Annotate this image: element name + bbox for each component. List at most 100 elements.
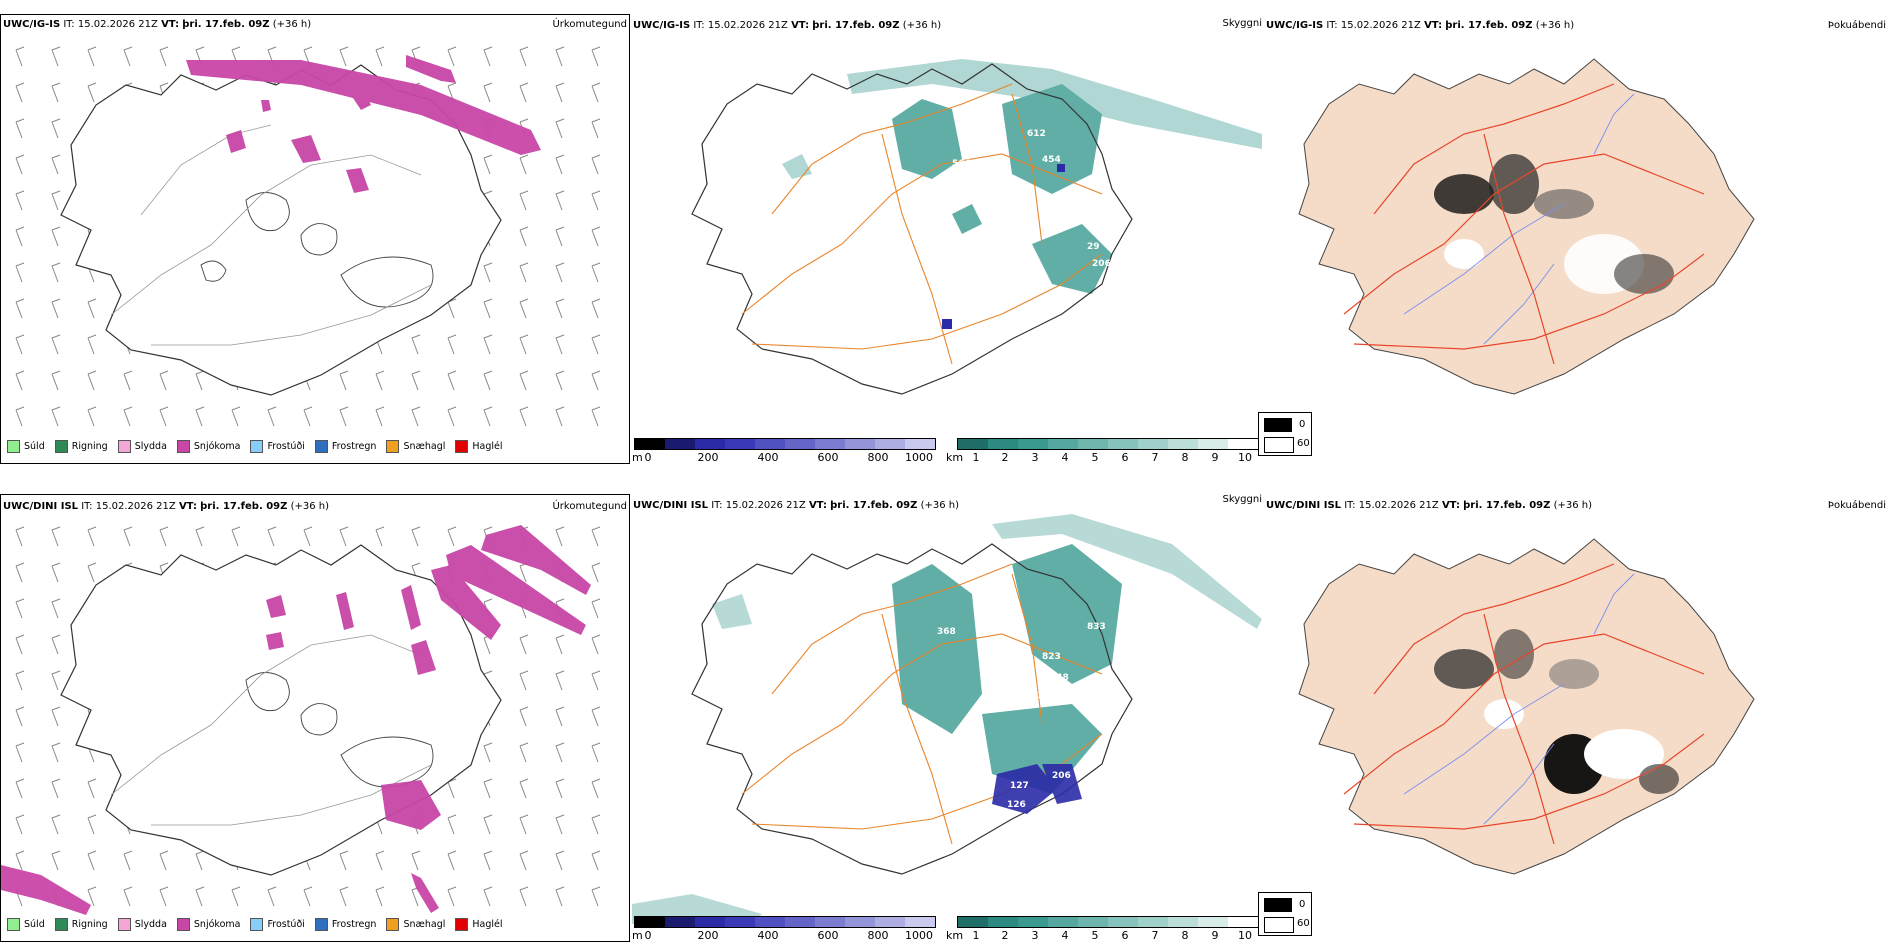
wind-barb: [51, 370, 61, 391]
vt-label: VT:: [1424, 20, 1443, 31]
wind-barb: [87, 406, 97, 427]
ceiling-colorbar: [634, 916, 936, 928]
fog-legend-black-label: 0: [1299, 899, 1306, 910]
wind-barb: [483, 742, 493, 763]
wind-barb: [123, 526, 133, 547]
wind-barb: [51, 850, 61, 871]
vis-number: 368: [937, 627, 956, 637]
wind-barb: [51, 334, 61, 355]
wind-barb: [591, 634, 601, 655]
legend-item-suld: Súld: [7, 440, 45, 453]
model-name: UWC/IG-IS: [1266, 20, 1324, 31]
wind-barb: [519, 406, 529, 427]
wind-barb: [267, 406, 277, 427]
visibility-areas: [632, 514, 1262, 924]
wind-barb: [483, 298, 493, 319]
wind-barb: [87, 82, 97, 103]
vt-value: þri. 17.feb. 09Z: [1463, 500, 1551, 511]
fog-panel-2: UWC/DINI ISL IT: 15.02.2026 21Z VT: þri.…: [1258, 494, 1894, 942]
wind-barb: [591, 226, 601, 247]
wind-barb: [519, 82, 529, 103]
wind-barb: [87, 886, 97, 907]
wind-barb: [339, 850, 349, 871]
wind-barb: [555, 262, 565, 283]
wind-barb: [339, 526, 349, 547]
precip-legend: Súld Rigning Slydda Snjókoma Frostúði Fr…: [7, 918, 503, 931]
vt-value: þri. 17.feb. 09Z: [1445, 20, 1533, 31]
wind-barb: [159, 526, 169, 547]
visibility-areas: [782, 59, 1262, 294]
wind-barb: [591, 262, 601, 283]
rivers: [1403, 573, 1635, 825]
vt-label: VT:: [161, 19, 180, 30]
wind-barb: [447, 526, 457, 547]
wind-barb: [447, 850, 457, 871]
wind-barb: [51, 298, 61, 319]
vis-number: 366: [1012, 193, 1031, 203]
model-name: UWC/DINI ISL: [1266, 500, 1342, 511]
vis-number: 564: [952, 159, 971, 169]
it-value: 15.02.2026 21Z: [1358, 500, 1439, 511]
vt-value: þri. 17.feb. 09Z: [200, 501, 288, 512]
fog-legend-black: [1264, 898, 1292, 912]
fog-title: Þokuábendi: [1827, 500, 1886, 511]
wind-barb: [51, 46, 61, 67]
vis-number: 272: [942, 237, 961, 247]
vis-number: 833: [1087, 622, 1106, 632]
wind-barb: [555, 778, 565, 799]
wind-barb: [15, 634, 25, 655]
wind-barb: [87, 850, 97, 871]
wind-barb: [519, 670, 529, 691]
lead-time: (+36 h): [902, 20, 942, 31]
wind-barb: [591, 190, 601, 211]
fog-map: [1298, 538, 1755, 875]
roads: [1343, 563, 1705, 845]
legend-item-snjokoma: Snjókoma: [176, 918, 240, 931]
wind-barb: [591, 46, 601, 67]
wind-barb: [447, 886, 457, 907]
precip-title: Úrkomutegund: [552, 19, 627, 30]
visibility-map: 368 833 823 748 372 251 127 206 126 53: [632, 514, 1262, 924]
precip-panel-2: UWC/DINI ISL IT: 15.02.2026 21Z VT: þri.…: [0, 494, 630, 942]
wind-barb: [555, 886, 565, 907]
wind-barb: [447, 406, 457, 427]
wind-barb: [447, 370, 457, 391]
vt-label: VT:: [808, 500, 827, 511]
model-name: UWC/DINI ISL: [633, 500, 709, 511]
wind-barb: [51, 226, 61, 247]
wind-barb: [87, 562, 97, 583]
wind-barb: [519, 706, 529, 727]
fog-legend: 0 60: [1258, 412, 1312, 456]
wind-barb: [483, 334, 493, 355]
it-value: 15.02.2026 21Z: [95, 501, 176, 512]
wind-barb: [51, 778, 61, 799]
wind-barb: [555, 190, 565, 211]
wind-barb: [375, 370, 385, 391]
it-label: IT:: [1344, 500, 1356, 511]
snow-areas: [1, 525, 591, 915]
wind-barb: [555, 118, 565, 139]
wind-barb: [555, 82, 565, 103]
wind-barb: [15, 598, 25, 619]
wind-barb: [591, 82, 601, 103]
wind-barb: [483, 46, 493, 67]
wind-barb: [123, 850, 133, 871]
legend-item-slydda: Slydda: [117, 440, 167, 453]
wind-barb: [519, 262, 529, 283]
model-name: UWC/IG-IS: [3, 19, 61, 30]
visibility-title: Skyggni: [1222, 18, 1262, 29]
it-value: 15.02.2026 21Z: [1340, 20, 1421, 31]
wind-barb: [411, 850, 421, 871]
wind-barb: [591, 886, 601, 907]
vt-label: VT:: [791, 20, 810, 31]
wind-barb: [15, 370, 25, 391]
panel-title: UWC/DINI ISL IT: 15.02.2026 21Z VT: þri.…: [633, 500, 959, 511]
wind-barb: [51, 706, 61, 727]
wind-barb: [15, 226, 25, 247]
wind-barb: [195, 886, 205, 907]
wind-barb: [483, 886, 493, 907]
wind-barb: [51, 262, 61, 283]
wind-barb: [555, 706, 565, 727]
roads: [110, 124, 432, 346]
vis-number: 206: [1052, 771, 1071, 781]
